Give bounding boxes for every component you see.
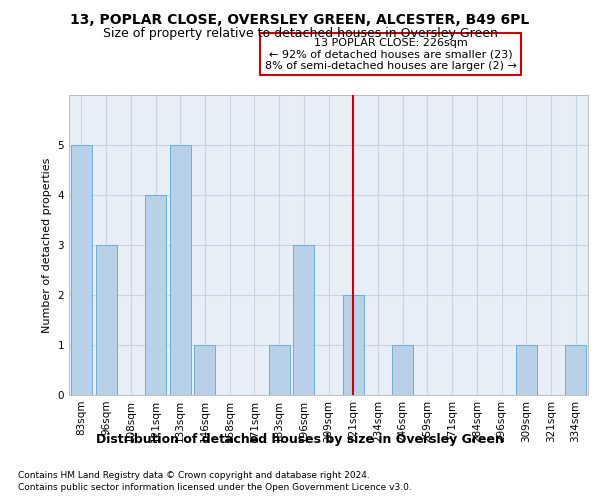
Bar (145, 195, 166, 395)
Bar (71, 145, 92, 395)
Bar (194, 345, 215, 395)
Text: Contains public sector information licensed under the Open Government Licence v3: Contains public sector information licen… (18, 484, 412, 492)
Bar (269, 345, 290, 395)
Text: Contains HM Land Registry data © Crown copyright and database right 2024.: Contains HM Land Registry data © Crown c… (18, 471, 370, 480)
Bar (170, 145, 191, 395)
Bar (392, 345, 413, 395)
Bar (95, 245, 116, 395)
Text: Size of property relative to detached houses in Oversley Green: Size of property relative to detached ho… (103, 28, 497, 40)
Bar (516, 345, 537, 395)
Bar (343, 295, 364, 395)
Text: Distribution of detached houses by size in Oversley Green: Distribution of detached houses by size … (96, 432, 504, 446)
Bar (293, 245, 314, 395)
Y-axis label: Number of detached properties: Number of detached properties (42, 158, 52, 332)
Text: 13 POPLAR CLOSE: 226sqm
← 92% of detached houses are smaller (23)
8% of semi-det: 13 POPLAR CLOSE: 226sqm ← 92% of detache… (265, 38, 517, 71)
Text: 13, POPLAR CLOSE, OVERSLEY GREEN, ALCESTER, B49 6PL: 13, POPLAR CLOSE, OVERSLEY GREEN, ALCEST… (70, 12, 530, 26)
Bar (565, 345, 586, 395)
